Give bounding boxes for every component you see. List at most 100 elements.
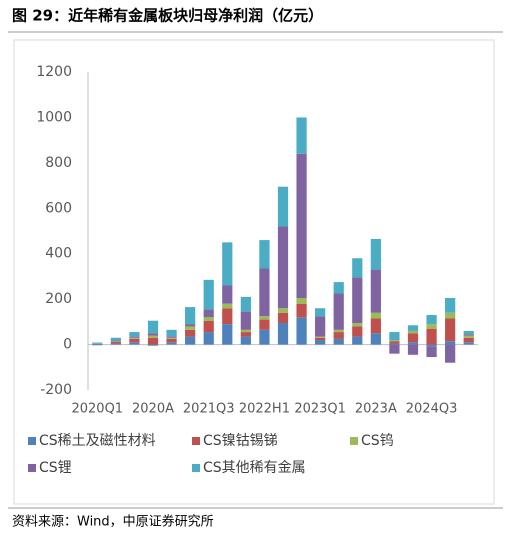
bar-segment (185, 330, 195, 337)
bar-segment (408, 345, 418, 355)
bar-segment (166, 338, 176, 339)
bar-segment (241, 337, 251, 345)
bar-segment (296, 304, 306, 318)
bar-segment (296, 117, 306, 153)
bar-segment (296, 154, 306, 298)
bar-segment (241, 332, 251, 337)
bar-segment (445, 318, 455, 341)
bar-segment (111, 343, 121, 344)
bar-segment (426, 315, 436, 324)
bar-segment (259, 240, 269, 268)
bar-segment (259, 268, 269, 316)
bar-segment (166, 339, 176, 342)
bar-segment (148, 338, 158, 345)
bar-segment (464, 335, 474, 337)
bar-segment (445, 341, 455, 344)
bar-segment (241, 297, 251, 312)
bar-segment (185, 324, 195, 326)
bar-segment (129, 332, 139, 337)
bar-segment (204, 317, 214, 320)
source-note: 资料来源：Wind，中原证券研究所 (12, 514, 214, 530)
bar-segment (389, 343, 399, 344)
y-tick-label: 600 (45, 200, 72, 216)
bar-segment (148, 333, 158, 335)
bar-segment (259, 316, 269, 319)
bar-segment (204, 321, 214, 332)
bar-segment (389, 345, 399, 354)
legend-label: CS稀土及磁性材料 (39, 433, 156, 449)
bar-segment (148, 335, 158, 337)
bar-segment (296, 298, 306, 304)
bar-segment (334, 339, 344, 345)
bar-segment (371, 313, 381, 319)
bar-segment (222, 308, 232, 324)
bar-segment (166, 330, 176, 337)
legend-swatch (28, 437, 36, 445)
bar-segment (148, 321, 158, 333)
y-tick-label: -200 (40, 382, 72, 398)
bar-segment (259, 320, 269, 330)
bar-segment (426, 345, 436, 347)
bar-segment (352, 278, 362, 323)
bar-segment (445, 298, 455, 313)
bar-segment (278, 187, 288, 227)
y-tick-label: 200 (45, 291, 72, 307)
legend-swatch (28, 464, 36, 472)
bar-segment (204, 280, 214, 310)
y-tick-label: 0 (63, 337, 72, 353)
bar-segment (204, 332, 214, 344)
bar-segment (278, 308, 288, 313)
bar-segment (464, 342, 474, 344)
bar-segment (464, 334, 474, 335)
bar-segment (334, 330, 344, 332)
legend-swatch (192, 464, 200, 472)
bar-segment (408, 325, 418, 331)
chart-title: 图 29：近年稀有金属板块归母净利润（亿元） (12, 7, 323, 25)
bar-segment (111, 341, 121, 342)
bar-segment (241, 330, 251, 332)
bar-segment (111, 342, 121, 344)
y-tick-label: 400 (45, 246, 72, 262)
bar-segment (278, 313, 288, 323)
bar-segment (315, 338, 325, 340)
bar-segment (426, 347, 436, 357)
legend-swatch (192, 437, 200, 445)
bar-segment (222, 304, 232, 309)
bar-segment (185, 337, 195, 345)
bar-segment (185, 307, 195, 324)
bar-segment (129, 342, 139, 344)
y-tick-label: 800 (45, 155, 72, 171)
bar-segment (278, 226, 288, 308)
bar-segment (445, 345, 455, 363)
bar-segment (334, 293, 344, 329)
bar-segment (315, 340, 325, 345)
bar-segment (92, 345, 102, 346)
bar-segment (389, 332, 399, 340)
bar-segment (389, 340, 399, 341)
x-tick-label: 2020Q1 (71, 402, 123, 417)
x-tick-label: 2023Q1 (294, 402, 346, 417)
bar-segment (426, 324, 436, 329)
bar-segment (166, 337, 176, 338)
bar-segment (222, 286, 232, 304)
bar-segment (334, 282, 344, 293)
bar-segment (408, 333, 418, 342)
legend-label: CS钨 (361, 433, 394, 449)
legend-label: CS锂 (39, 460, 72, 476)
bar-segment (371, 270, 381, 313)
bar-segment (204, 309, 214, 317)
bar-segment (222, 324, 232, 344)
x-tick-label: 2022H1 (239, 402, 290, 417)
bar-segment (241, 312, 251, 330)
legend-label: CS镍钴锡锑 (203, 433, 278, 449)
bar-segment (315, 337, 325, 338)
x-tick-label: 2020A (132, 402, 174, 417)
bar-segment (408, 331, 418, 333)
bar-segment (185, 326, 195, 329)
bar-segment (426, 329, 436, 345)
bar-segment (371, 239, 381, 270)
legend-swatch (350, 437, 358, 445)
bar-segment (222, 242, 232, 285)
bar-segment (371, 333, 381, 344)
